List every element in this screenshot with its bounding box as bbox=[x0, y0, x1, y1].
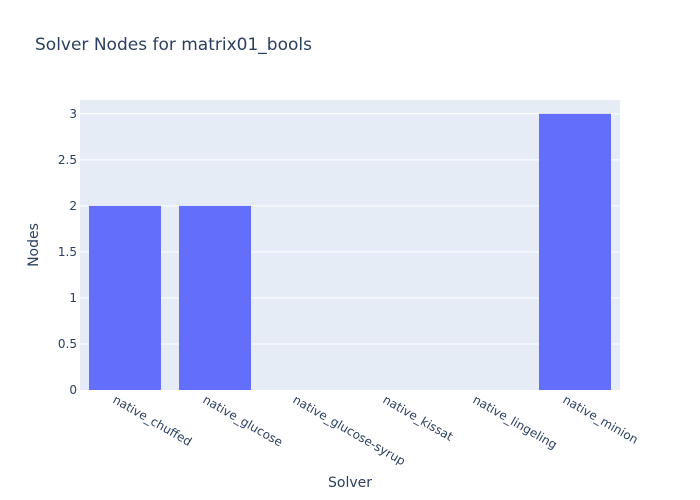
y-tick-label: 0 bbox=[69, 383, 77, 397]
y-tick-label: 2 bbox=[69, 199, 77, 213]
x-tick-label: native_chuffed bbox=[111, 392, 195, 448]
bars-group bbox=[89, 113, 611, 391]
x-tick-labels: native_chuffed native_glucose native_gluco… bbox=[111, 392, 641, 468]
x-tick-label: native_lingeling bbox=[471, 392, 560, 451]
y-tick-label: 0.5 bbox=[58, 337, 77, 351]
chart-title: Solver Nodes for matrix01_bools bbox=[35, 35, 312, 55]
y-tick-label: 1 bbox=[69, 291, 77, 305]
y-tick-label: 1.5 bbox=[58, 245, 77, 259]
y-tick-label: 3 bbox=[69, 107, 77, 121]
y-gridlines bbox=[80, 113, 620, 345]
y-tick-labels: 0 0.5 1 1.5 2 2.5 3 bbox=[58, 107, 77, 397]
bar bbox=[89, 205, 161, 390]
x-tick-label: native_kissat bbox=[381, 392, 456, 443]
bar bbox=[179, 205, 251, 390]
x-tick-label: native_glucose bbox=[201, 392, 286, 449]
x-axis-title: Solver bbox=[328, 475, 372, 491]
x-tick-label: native_minion bbox=[561, 392, 641, 446]
y-tick-label: 2.5 bbox=[58, 153, 77, 167]
bar bbox=[539, 113, 611, 391]
y-axis-title: Nodes bbox=[26, 223, 42, 267]
plot-area bbox=[80, 100, 620, 390]
